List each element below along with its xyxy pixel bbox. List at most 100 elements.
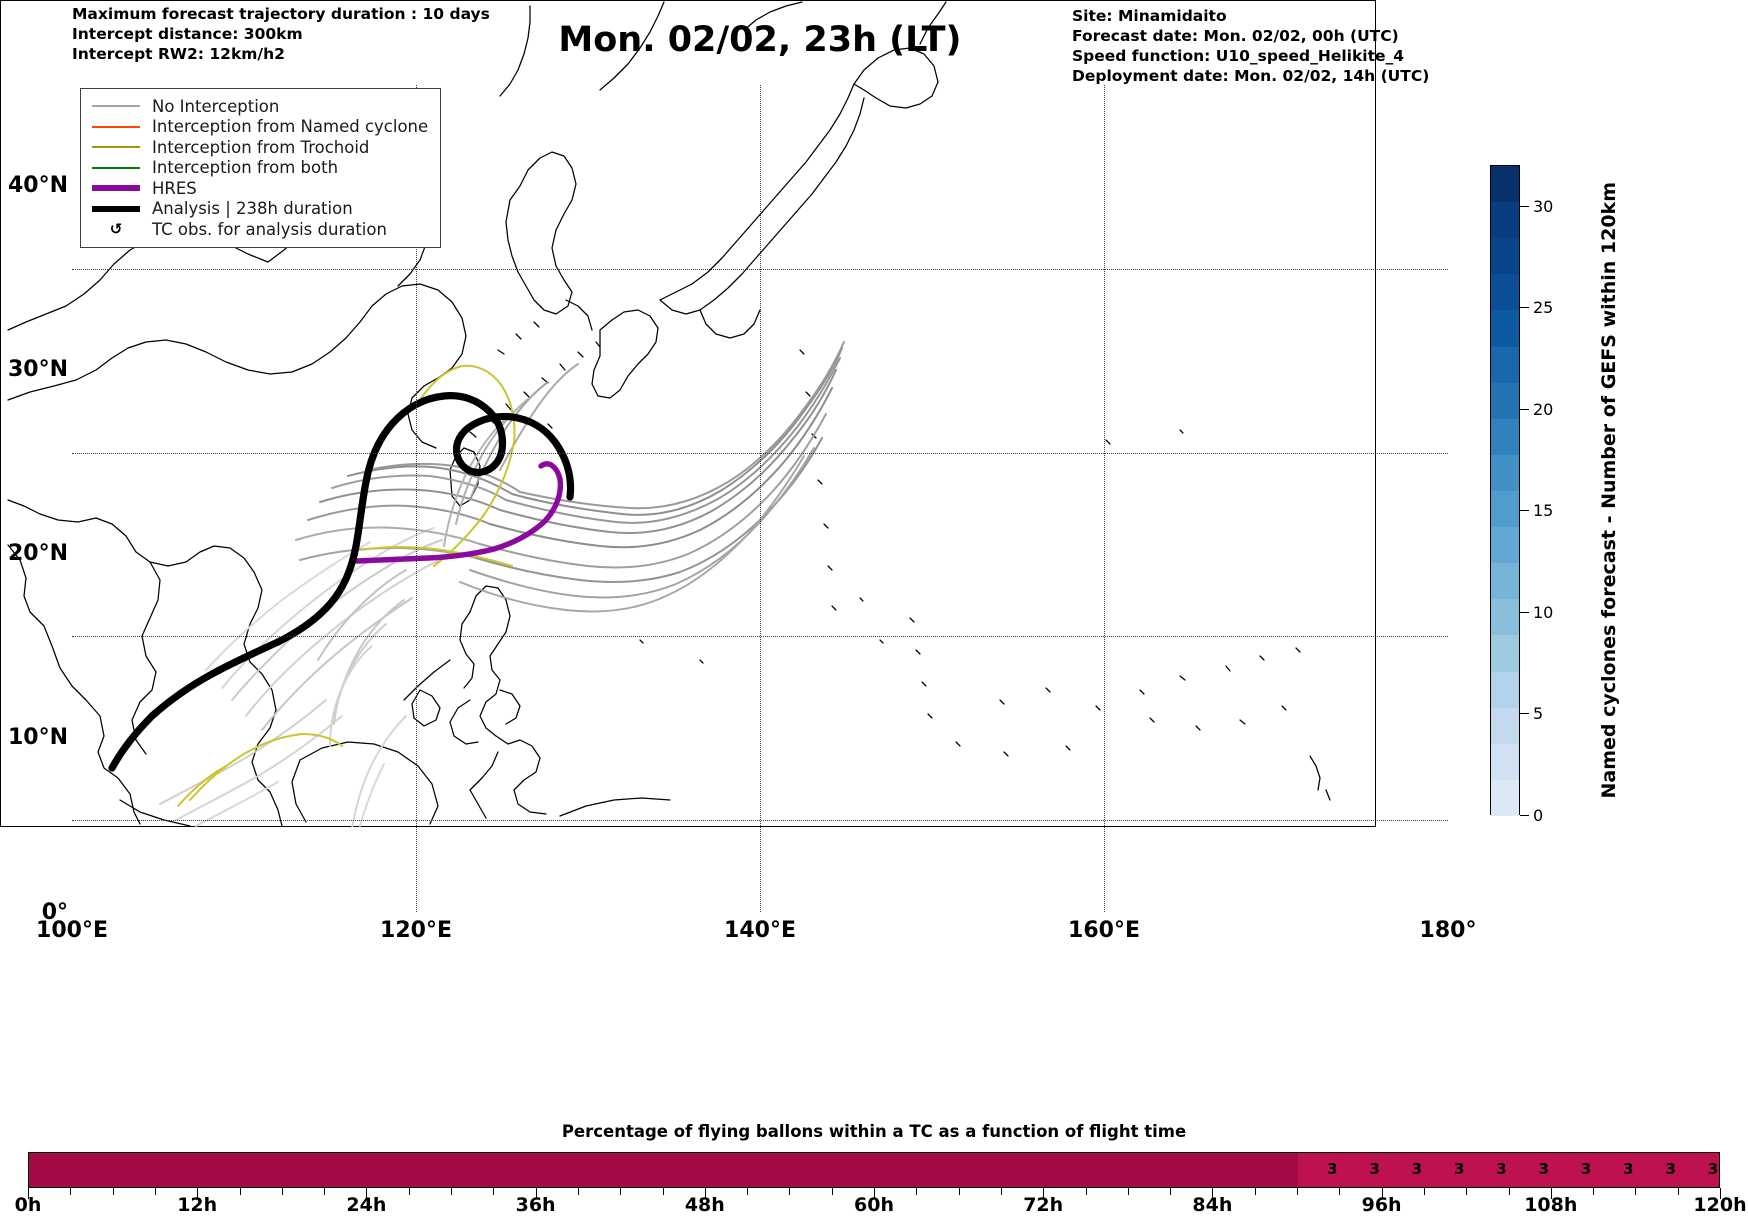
colorbar-tick-label: 25 bbox=[1533, 298, 1554, 318]
percentage-bar-tick bbox=[1254, 1188, 1256, 1195]
percentage-bar-tick-label: 84h bbox=[1192, 1194, 1233, 1216]
header-intercept-distance: Intercept distance: 300km bbox=[72, 25, 303, 44]
colorbar-segment bbox=[1491, 166, 1519, 203]
colorbar-tick bbox=[1520, 713, 1529, 715]
percentage-bar-value: 3 bbox=[1496, 1160, 1507, 1178]
percentage-bar-tick-label: 12h bbox=[177, 1194, 218, 1216]
colorbar-segment bbox=[1491, 310, 1519, 347]
percentage-bar-value: 3 bbox=[1453, 1160, 1465, 1178]
legend-item-tc-obs[interactable]: ↺ TC obs. for analysis duration bbox=[90, 219, 428, 240]
percentage-bar-tick bbox=[1593, 1188, 1595, 1195]
percentage-bar-value: 3 bbox=[1665, 1160, 1676, 1178]
colorbar-segment bbox=[1491, 563, 1519, 600]
percentage-bar-tick bbox=[704, 1188, 706, 1199]
percentage-bar-tick-label: 0h bbox=[14, 1194, 42, 1216]
colorbar-segment bbox=[1491, 202, 1519, 239]
percentage-bar-tick bbox=[535, 1188, 537, 1199]
colorbar-segment bbox=[1491, 382, 1519, 419]
line-swatch-icon bbox=[90, 99, 142, 113]
ytick-10N: 10°N bbox=[7, 725, 68, 750]
analysis-track bbox=[108, 392, 575, 772]
percentage-bar-tick-label: 36h bbox=[515, 1194, 556, 1216]
colorbar[interactable]: 0 5 10 15 20 25 30 bbox=[1490, 165, 1553, 825]
colorbar-segment bbox=[1491, 599, 1519, 636]
colorbar-tick-label: 20 bbox=[1533, 399, 1554, 419]
percentage-bar-tick bbox=[1381, 1188, 1383, 1199]
line-swatch-icon bbox=[90, 181, 142, 195]
percentage-bar-value: 3 bbox=[1369, 1160, 1380, 1178]
percentage-bar-tick bbox=[620, 1188, 622, 1195]
percentage-bar-tick bbox=[197, 1188, 199, 1199]
line-swatch-icon bbox=[90, 202, 142, 216]
colorbar-tick-label: 10 bbox=[1533, 602, 1554, 622]
legend-label: Interception from Named cyclone bbox=[152, 117, 429, 137]
legend-item-both[interactable]: Interception from both bbox=[90, 158, 428, 179]
percentage-bar-tick bbox=[1677, 1188, 1679, 1195]
line-swatch-icon bbox=[90, 161, 142, 175]
percentage-bar-tick-label: 24h bbox=[346, 1194, 387, 1216]
colorbar-tick bbox=[1520, 611, 1529, 613]
legend-item-analysis[interactable]: Analysis | 238h duration bbox=[90, 199, 428, 220]
colorbar-tick bbox=[1520, 815, 1529, 816]
percentage-bar-tick bbox=[366, 1188, 368, 1199]
legend-box: No Interception Interception from Named … bbox=[80, 88, 442, 248]
colorbar-segment bbox=[1491, 707, 1519, 744]
percentage-bar-tick bbox=[70, 1188, 72, 1195]
ytick-20N: 20°N bbox=[7, 541, 68, 566]
xtick-140E: 140°E bbox=[724, 918, 796, 943]
percentage-bar-tick bbox=[1339, 1188, 1341, 1195]
legend-label: TC obs. for analysis duration bbox=[152, 219, 387, 239]
percentage-bar-tick bbox=[28, 1188, 29, 1199]
header-max-duration: Maximum forecast trajectory duration : 1… bbox=[72, 5, 490, 23]
colorbar-segment bbox=[1491, 779, 1519, 816]
percentage-bar-value: 3 bbox=[1707, 1160, 1719, 1178]
percentage-bar-tick bbox=[281, 1188, 283, 1195]
ytick-30N: 30°N bbox=[7, 357, 68, 382]
colorbar-title-wrap: Named cyclones forecast - Number of GEFS… bbox=[1594, 165, 1624, 815]
percentage-bar-value: 3 bbox=[1411, 1160, 1423, 1178]
percentage-bar-tick bbox=[789, 1188, 791, 1195]
legend-label: No Interception bbox=[152, 96, 280, 116]
percentage-bar-tick bbox=[324, 1188, 326, 1195]
colorbar-tick bbox=[1520, 510, 1529, 512]
legend-item-named-cyclone[interactable]: Interception from Named cyclone bbox=[90, 117, 428, 138]
percentage-bar-tick bbox=[1085, 1188, 1087, 1195]
percentage-bar-tick bbox=[747, 1188, 749, 1195]
legend-label: Analysis | 238h duration bbox=[152, 199, 353, 219]
legend-item-no-interception[interactable]: No Interception bbox=[90, 96, 428, 117]
percentage-bar-tick bbox=[958, 1188, 960, 1195]
percentage-bar-tick bbox=[1635, 1188, 1637, 1195]
legend-label: HRES bbox=[152, 178, 197, 198]
colorbar-segment bbox=[1491, 743, 1519, 780]
percentage-bar-tick bbox=[1720, 1188, 1721, 1199]
percentage-bar-tick bbox=[408, 1188, 410, 1195]
map-coastlines-and-trajectories bbox=[7, 1, 1331, 827]
percentage-bar-tick-label: 120h bbox=[1693, 1194, 1747, 1216]
percentage-bar-tick-label: 48h bbox=[684, 1194, 725, 1216]
header-right-info: Site: Minamidaito Forecast date: Mon. 02… bbox=[1072, 6, 1429, 87]
colorbar-tick bbox=[1520, 408, 1529, 410]
percentage-bar-tick bbox=[1212, 1188, 1214, 1199]
legend-item-trochoid[interactable]: Interception from Trochoid bbox=[90, 137, 428, 158]
percentage-bar-tick bbox=[874, 1188, 875, 1199]
colorbar-segment bbox=[1491, 671, 1519, 708]
header-left-info: Maximum forecast trajectory duration : 1… bbox=[72, 4, 490, 64]
percentage-bar-tick bbox=[1043, 1188, 1045, 1199]
percentage-bar[interactable]: 3 3 3 3 3 3 3 3 3 3 bbox=[28, 1152, 1720, 1188]
colorbar-segment bbox=[1491, 635, 1519, 672]
cyclone-marker-icon: ↺ bbox=[109, 219, 123, 238]
legend-item-hres[interactable]: HRES bbox=[90, 178, 428, 199]
xtick-160E: 160°E bbox=[1068, 918, 1140, 943]
xtick-180: 180° bbox=[1419, 918, 1477, 943]
colorbar-segment bbox=[1491, 418, 1519, 455]
colorbar-tick-label: 5 bbox=[1533, 704, 1544, 724]
colorbar-segment bbox=[1491, 454, 1519, 491]
header-deployment-date: Deployment date: Mon. 02/02, 14h (UTC) bbox=[1072, 67, 1430, 86]
colorbar-segment bbox=[1491, 238, 1519, 275]
percentage-bar-tick bbox=[451, 1188, 452, 1195]
percentage-bar-tick bbox=[1550, 1188, 1552, 1199]
percentage-bar-tick bbox=[1297, 1188, 1298, 1195]
colorbar-tick-label: 30 bbox=[1533, 196, 1554, 216]
percentage-bar-tick-label: 72h bbox=[1023, 1194, 1064, 1216]
ytick-40N: 40°N bbox=[7, 173, 68, 198]
